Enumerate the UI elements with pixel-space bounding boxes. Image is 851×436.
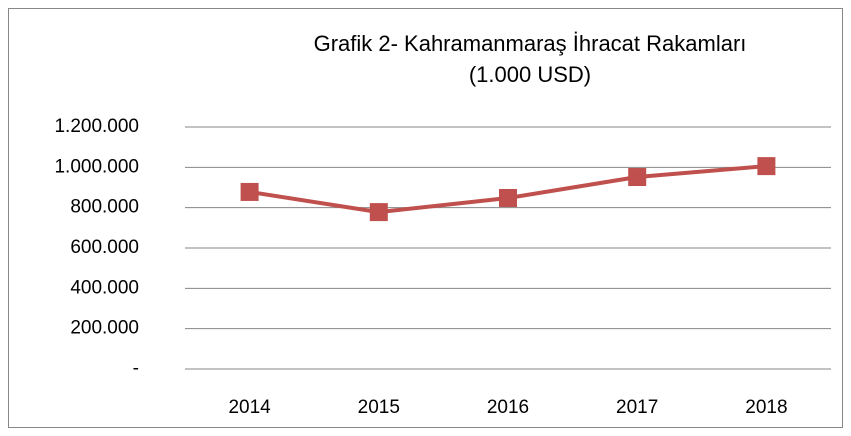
x-tick-label: 2015 [358, 397, 400, 418]
marker [240, 182, 259, 201]
y-tick-label: 1.200.000 [54, 116, 139, 137]
marker [757, 157, 776, 176]
y-tick-label: 400.000 [70, 277, 139, 298]
x-tick-label: 2018 [745, 397, 787, 418]
y-tick-label: 200.000 [70, 318, 139, 339]
x-tick-label: 2016 [487, 397, 529, 418]
chart-border [8, 8, 843, 428]
marker [628, 168, 647, 187]
y-tick-label: 800.000 [70, 197, 139, 218]
marker [499, 188, 517, 207]
x-tick-label: 2017 [616, 397, 658, 418]
chart-title: Grafik 2- Kahramanmaraş İhracat Rakamlar… [313, 31, 747, 87]
y-tick-label: 1.000.000 [54, 156, 139, 177]
y-tick-label: 600.000 [70, 237, 139, 258]
y-tick-label: - [133, 358, 139, 379]
marker [369, 203, 388, 222]
x-tick-label: 2014 [228, 397, 271, 418]
